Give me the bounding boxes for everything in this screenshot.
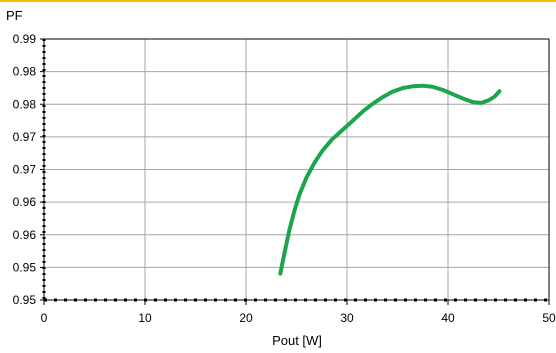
data-point: [471, 100, 475, 104]
data-point: [451, 92, 455, 96]
data-point: [498, 89, 501, 93]
y-axis-title: PF: [6, 8, 23, 23]
y-tick-label: 0.96: [13, 228, 37, 242]
data-point: [380, 95, 384, 99]
x-axis-title: Pout [W]: [272, 333, 322, 348]
data-point: [461, 97, 465, 101]
data-point: [431, 85, 435, 89]
y-tick-label: 0.97: [13, 130, 37, 144]
data-point: [340, 129, 344, 132]
data-point: [287, 228, 291, 232]
y-tick-label: 0.97: [13, 163, 37, 177]
y-tick-label: 0.95: [13, 260, 37, 274]
grid: [44, 39, 549, 300]
data-point: [313, 160, 317, 164]
data-point: [370, 102, 374, 106]
y-axis: 0.99 0.98 0.98 0.97 0.97 0.96 0.96 0.95 0.95: [13, 32, 46, 307]
x-tick-labels: 0 10 20 30 40 50: [41, 311, 556, 325]
data-point: [479, 101, 483, 105]
top-rule: [0, 0, 556, 2]
data-point: [360, 110, 364, 114]
y-tick-label: 0.96: [13, 195, 37, 209]
y-tick-label: 0.98: [13, 97, 37, 111]
data-point: [298, 192, 301, 196]
x-tick-label: 10: [138, 311, 152, 325]
y-tick-label: 0.95: [13, 293, 37, 307]
data-point: [350, 119, 354, 123]
data-point: [421, 84, 425, 88]
data-point: [278, 272, 282, 276]
x-tick-label: 50: [542, 311, 556, 325]
x-tick-label: 30: [340, 311, 354, 325]
data-point: [293, 208, 296, 212]
data-point: [486, 98, 490, 102]
series-line-pf: [278, 83, 502, 276]
data-point: [282, 251, 286, 255]
y-tick-label: 0.99: [13, 32, 37, 46]
data-point: [321, 148, 325, 152]
data-point: [411, 84, 415, 88]
x-tick-label: 40: [441, 311, 455, 325]
series-layer: [278, 83, 502, 276]
data-point: [493, 95, 496, 99]
data-point: [330, 138, 334, 142]
data-point: [401, 86, 404, 90]
x-tick-label: 20: [239, 311, 253, 325]
data-point: [305, 175, 309, 179]
x-axis: [43, 298, 550, 305]
data-point: [390, 90, 394, 94]
x-tick-label: 0: [41, 311, 48, 325]
data-point: [441, 88, 445, 92]
y-tick-label: 0.98: [13, 65, 37, 79]
